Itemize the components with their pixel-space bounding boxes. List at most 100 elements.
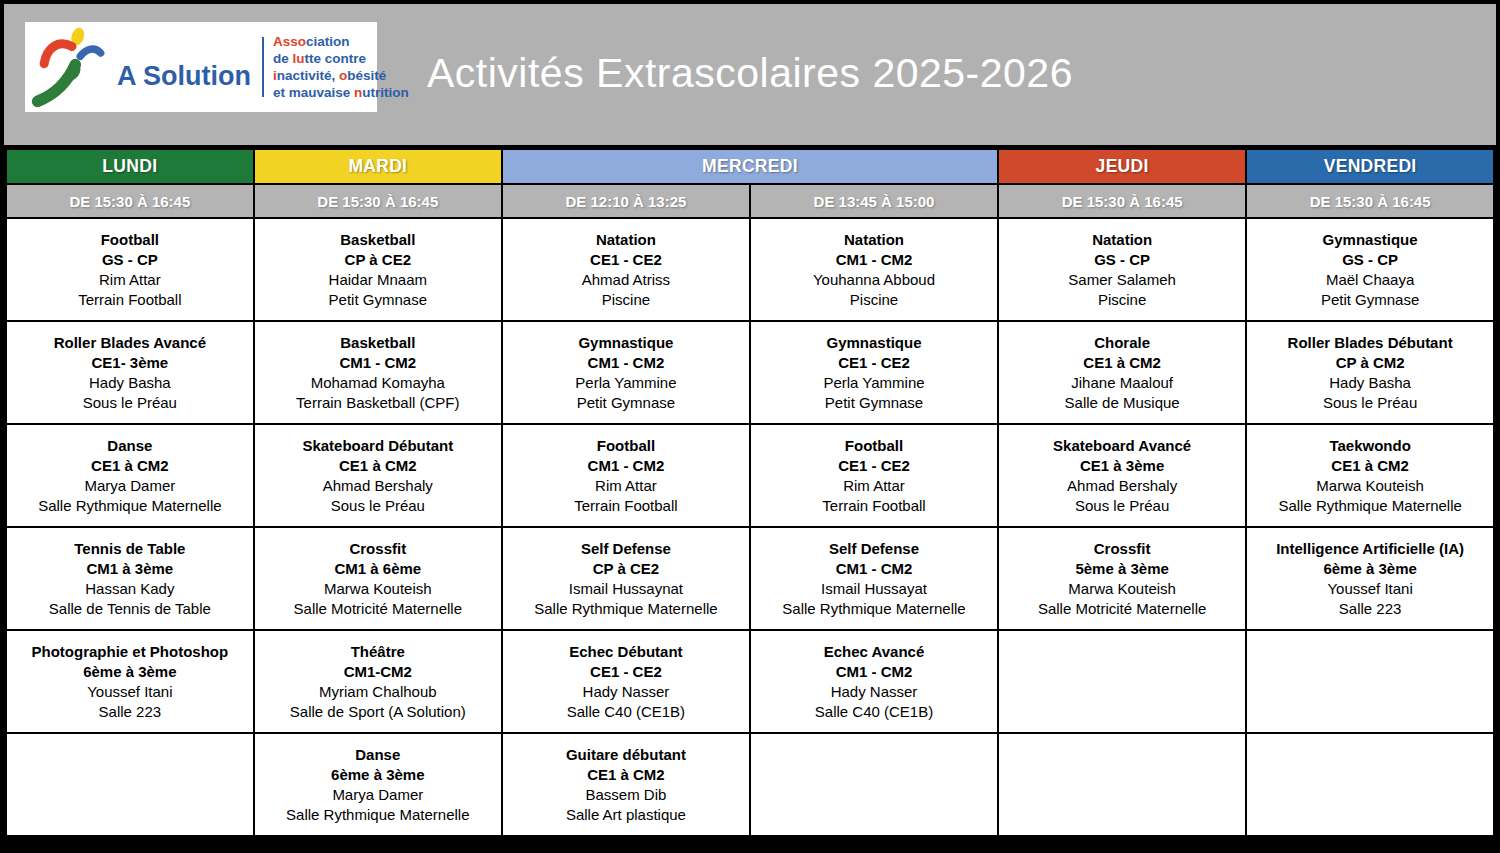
activity-location: Salle Rythmique Maternelle: [258, 805, 498, 825]
activity-level: CE1 à 3ème: [1002, 456, 1242, 476]
activity-activity: Crossfit: [1002, 539, 1242, 559]
activity-activity: Gymnastique: [1250, 230, 1490, 250]
activity-activity: Skateboard Débutant: [258, 436, 498, 456]
time-slot-5: DE 15:30 À 16:45: [998, 184, 1246, 218]
activity-level: CM1 - CM2: [258, 353, 498, 373]
activity-instructor: Rim Attar: [506, 476, 746, 496]
activity-instructor: Marwa Kouteish: [1250, 476, 1490, 496]
empty-cell: [1246, 630, 1494, 733]
empty-cell: [750, 733, 998, 837]
day-header-jeudi: JEUDI: [998, 149, 1246, 185]
activity-instructor: Marya Damer: [10, 476, 250, 496]
activity-instructor: Youssef Itani: [10, 682, 250, 702]
activity-activity: Photographie et Photoshop: [10, 642, 250, 662]
time-slot-3: DE 12:10 À 13:25: [502, 184, 750, 218]
activity-location: Petit Gymnase: [1250, 290, 1490, 310]
activity-level: CP à CE2: [258, 250, 498, 270]
activity-level: CE1 à CM2: [506, 765, 746, 785]
schedule-table: LUNDIMARDIMERCREDIJEUDIVENDREDIDE 15:30 …: [4, 147, 1496, 838]
activity-cell: FootballCM1 - CM2Rim AttarTerrain Footba…: [502, 424, 750, 527]
activity-level: CE1 - CE2: [506, 250, 746, 270]
activity-level: CM1 à 6ème: [258, 559, 498, 579]
activity-activity: Danse: [258, 745, 498, 765]
empty-cell: [6, 733, 254, 837]
empty-cell: [998, 630, 1246, 733]
activity-level: CM1 - CM2: [754, 559, 994, 579]
activity-activity: Natation: [754, 230, 994, 250]
activity-location: Piscine: [754, 290, 994, 310]
activity-instructor: Hady Nasser: [506, 682, 746, 702]
activity-level: CM1 - CM2: [754, 250, 994, 270]
activity-location: Piscine: [1002, 290, 1242, 310]
activity-level: GS - CP: [1002, 250, 1242, 270]
activity-cell: Skateboard AvancéCE1 à 3èmeAhmad Bershal…: [998, 424, 1246, 527]
activity-cell: Echec DébutantCE1 - CE2Hady NasserSalle …: [502, 630, 750, 733]
activity-instructor: Rim Attar: [10, 270, 250, 290]
activity-activity: Roller Blades Débutant: [1250, 333, 1490, 353]
activity-cell: NatationCE1 - CE2Ahmad AtrissPiscine: [502, 218, 750, 321]
activity-level: CE1 - CE2: [754, 456, 994, 476]
activity-cell: NatationCM1 - CM2Youhanna AbboudPiscine: [750, 218, 998, 321]
activity-level: CM1-CM2: [258, 662, 498, 682]
activity-level: CE1 - CE2: [506, 662, 746, 682]
activity-cell: FootballCE1 - CE2Rim AttarTerrain Footba…: [750, 424, 998, 527]
activity-cell: Skateboard DébutantCE1 à CM2Ahmad Bersha…: [254, 424, 502, 527]
activity-instructor: Youhanna Abboud: [754, 270, 994, 290]
activity-cell: Tennis de TableCM1 à 3èmeHassan KadySall…: [6, 527, 254, 630]
activity-activity: Natation: [506, 230, 746, 250]
time-slot-6: DE 15:30 À 16:45: [1246, 184, 1494, 218]
activity-level: 6ème à 3ème: [10, 662, 250, 682]
activity-level: CP à CE2: [506, 559, 746, 579]
activity-activity: Crossfit: [258, 539, 498, 559]
activity-instructor: Ahmad Bershaly: [1002, 476, 1242, 496]
activity-cell: FootballGS - CPRim AttarTerrain Football: [6, 218, 254, 321]
activity-instructor: Hady Basha: [10, 373, 250, 393]
activity-activity: Natation: [1002, 230, 1242, 250]
activity-location: Sous le Préau: [1002, 496, 1242, 516]
activity-location: Salle Art plastique: [506, 805, 746, 825]
activity-cell: Photographie et Photoshop6ème à 3èmeYous…: [6, 630, 254, 733]
time-slot-1: DE 15:30 À 16:45: [6, 184, 254, 218]
activity-location: Salle de Sport (A Solution): [258, 702, 498, 722]
activity-location: Sous le Préau: [10, 393, 250, 413]
activity-instructor: Youssef Itani: [1250, 579, 1490, 599]
activity-cell: ThéâtreCM1-CM2Myriam ChalhoubSalle de Sp…: [254, 630, 502, 733]
table-row: DanseCE1 à CM2Marya DamerSalle Rythmique…: [6, 424, 1495, 527]
activity-location: Salle Rythmique Maternelle: [506, 599, 746, 619]
activity-activity: Basketball: [258, 230, 498, 250]
time-slot-4: DE 13:45 À 15:00: [750, 184, 998, 218]
activity-level: CE1 à CM2: [258, 456, 498, 476]
activity-level: CE1 à CM2: [1002, 353, 1242, 373]
activity-location: Terrain Basketball (CPF): [258, 393, 498, 413]
activity-instructor: Perla Yammine: [754, 373, 994, 393]
activity-level: CE1 - CE2: [754, 353, 994, 373]
activity-level: CM1 - CM2: [754, 662, 994, 682]
activity-cell: Echec AvancéCM1 - CM2Hady NasserSalle C4…: [750, 630, 998, 733]
activity-cell: Self DefenseCP à CE2Ismail HussaynatSall…: [502, 527, 750, 630]
activity-cell: CrossfitCM1 à 6èmeMarwa KouteishSalle Mo…: [254, 527, 502, 630]
activity-instructor: Myriam Chalhoub: [258, 682, 498, 702]
activity-cell: Roller Blades AvancéCE1- 3èmeHady BashaS…: [6, 321, 254, 424]
activity-location: Sous le Préau: [1250, 393, 1490, 413]
activity-location: Petit Gymnase: [258, 290, 498, 310]
schedule-table-body: FootballGS - CPRim AttarTerrain Football…: [6, 218, 1495, 837]
activity-activity: Self Defense: [754, 539, 994, 559]
table-row: Roller Blades AvancéCE1- 3èmeHady BashaS…: [6, 321, 1495, 424]
activity-activity: Self Defense: [506, 539, 746, 559]
activity-activity: Echec Avancé: [754, 642, 994, 662]
activity-level: 5ème à 3ème: [1002, 559, 1242, 579]
activity-activity: Echec Débutant: [506, 642, 746, 662]
activity-location: Petit Gymnase: [506, 393, 746, 413]
activity-instructor: Jihane Maalouf: [1002, 373, 1242, 393]
activity-cell: Crossfit5ème à 3èmeMarwa KouteishSalle M…: [998, 527, 1246, 630]
day-header-vendredi: VENDREDI: [1246, 149, 1494, 185]
activity-location: Petit Gymnase: [754, 393, 994, 413]
activity-instructor: Marwa Kouteish: [258, 579, 498, 599]
activity-instructor: Bassem Dib: [506, 785, 746, 805]
activity-cell: Guitare débutantCE1 à CM2Bassem DibSalle…: [502, 733, 750, 837]
activity-activity: Tennis de Table: [10, 539, 250, 559]
activity-location: Salle Rythmique Maternelle: [10, 496, 250, 516]
day-header-lundi: LUNDI: [6, 149, 254, 185]
activity-cell: GymnastiqueCE1 - CE2Perla YamminePetit G…: [750, 321, 998, 424]
activity-location: Salle Rythmique Maternelle: [1250, 496, 1490, 516]
